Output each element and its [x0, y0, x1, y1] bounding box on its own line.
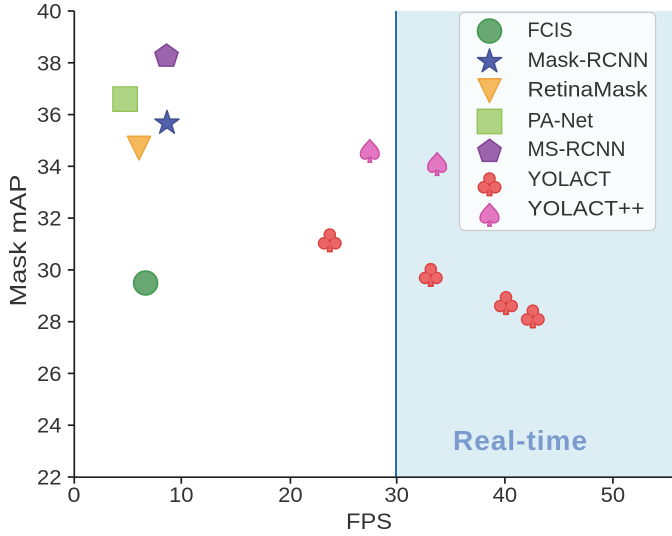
svg-text:RetinaMask: RetinaMask [528, 79, 649, 102]
svg-text:50: 50 [601, 484, 626, 507]
svg-text:20: 20 [278, 484, 303, 507]
svg-text:10: 10 [169, 484, 194, 507]
svg-text:34: 34 [37, 156, 62, 179]
svg-text:FCIS: FCIS [528, 19, 573, 42]
svg-text:Mask mAP: Mask mAP [5, 175, 31, 307]
svg-text:40: 40 [493, 484, 518, 507]
svg-text:28: 28 [37, 311, 62, 334]
svg-text:26: 26 [37, 363, 62, 386]
svg-text:FPS: FPS [346, 509, 392, 534]
svg-text:32: 32 [37, 208, 62, 231]
svg-text:Real-time: Real-time [453, 425, 588, 456]
svg-text:Mask-RCNN: Mask-RCNN [528, 49, 649, 72]
svg-text:0: 0 [68, 484, 81, 507]
svg-text:YOLACT: YOLACT [528, 168, 612, 191]
svg-text:38: 38 [37, 52, 62, 75]
svg-text:30: 30 [37, 259, 62, 282]
svg-text:30: 30 [384, 484, 409, 507]
svg-text:PA-Net: PA-Net [528, 110, 594, 133]
svg-text:40: 40 [37, 1, 62, 24]
svg-text:YOLACT++: YOLACT++ [528, 198, 645, 221]
svg-text:24: 24 [37, 415, 62, 438]
svg-text:22: 22 [37, 467, 62, 490]
svg-text:MS-RCNN: MS-RCNN [528, 138, 626, 161]
svg-text:36: 36 [37, 104, 62, 127]
